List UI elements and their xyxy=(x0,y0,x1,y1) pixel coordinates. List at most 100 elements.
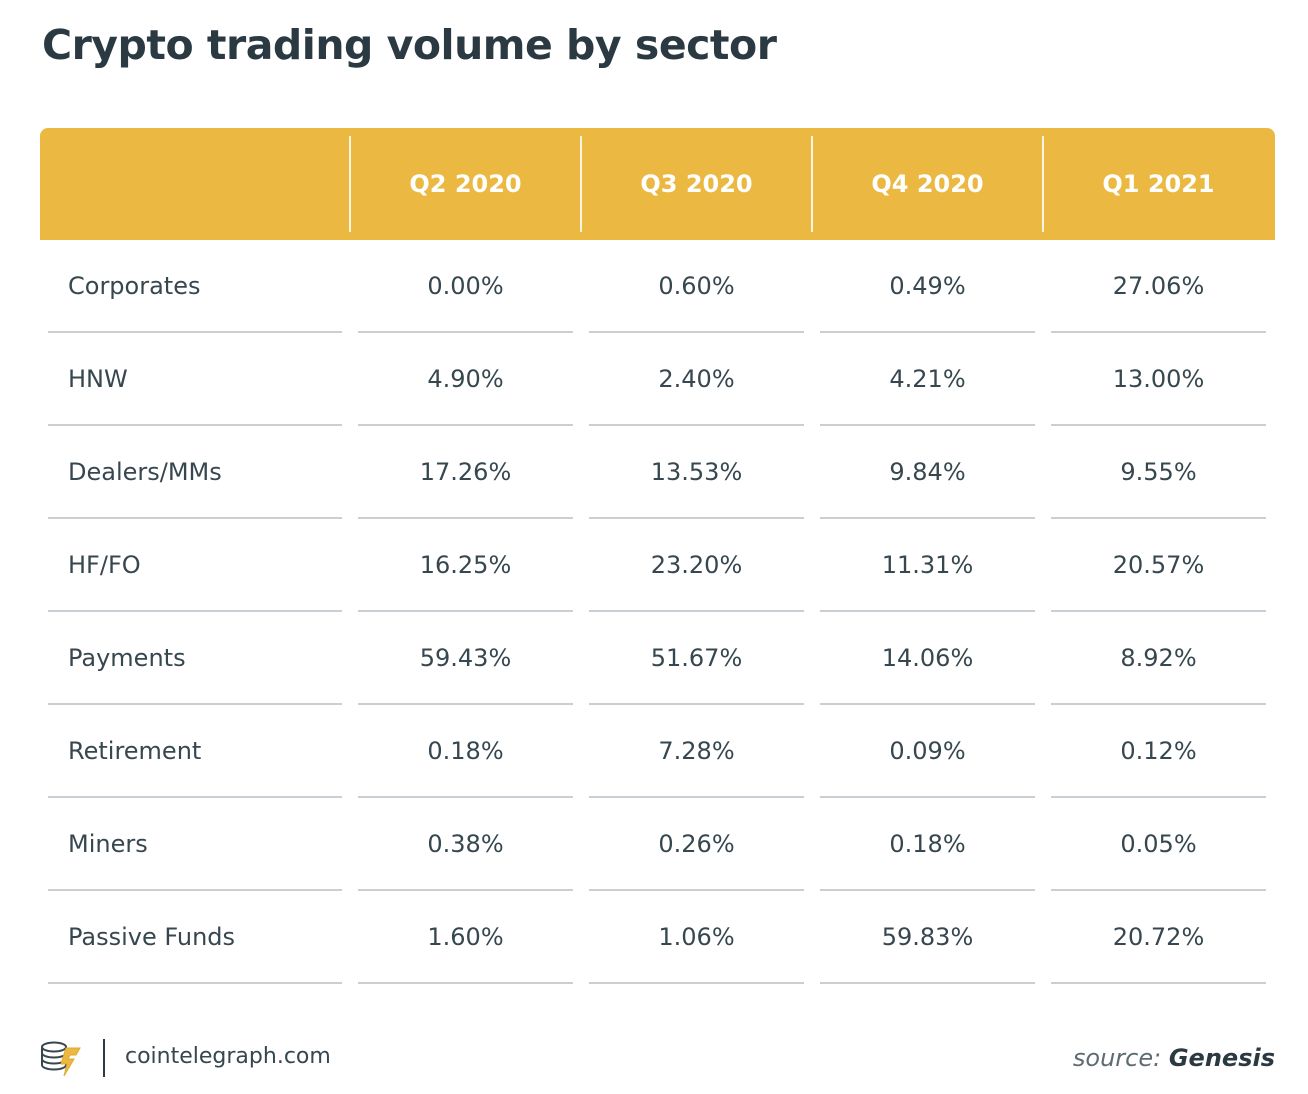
table-cell: 0.18% xyxy=(889,830,966,858)
row-divider xyxy=(358,517,573,519)
table-cell: 59.43% xyxy=(419,644,512,672)
table-cell: 13.53% xyxy=(650,458,743,486)
row-divider xyxy=(820,796,1035,798)
table-cell: 20.72% xyxy=(1112,923,1205,951)
row-divider xyxy=(589,982,804,984)
data-table: Q2 2020 Q3 2020 Q4 2020 Q1 2021 Corporates 0… xyxy=(40,128,1275,984)
table-cell: 27.06% xyxy=(1112,272,1205,300)
table-row: Corporates 0.00% 0.60% 0.49% 27.06% xyxy=(40,240,1275,333)
row-divider xyxy=(48,610,342,612)
row-divider xyxy=(820,610,1035,612)
row-divider xyxy=(48,982,342,984)
table-header: Q2 2020 Q3 2020 Q4 2020 Q1 2021 xyxy=(40,128,1275,240)
table-cell: 2.40% xyxy=(658,365,735,393)
source-name: Genesis xyxy=(1168,1044,1275,1072)
table-row: Passive Funds 1.60% 1.06% 59.83% 20.72% xyxy=(40,891,1275,984)
table-cell: 17.26% xyxy=(419,458,512,486)
header-separator xyxy=(580,136,582,232)
table-cell: 8.92% xyxy=(1120,644,1197,672)
row-divider xyxy=(358,889,573,891)
row-label: Corporates xyxy=(68,272,201,300)
row-divider xyxy=(1051,424,1266,426)
row-label: Payments xyxy=(68,644,186,672)
source-credit: source: Genesis xyxy=(1073,1040,1275,1076)
row-divider xyxy=(358,982,573,984)
table-cell: 11.31% xyxy=(881,551,974,579)
row-divider xyxy=(358,424,573,426)
row-divider xyxy=(589,610,804,612)
row-divider xyxy=(1051,982,1266,984)
row-label: Miners xyxy=(68,830,148,858)
row-divider xyxy=(48,517,342,519)
row-label: Dealers/MMs xyxy=(68,458,222,486)
table-cell: 51.67% xyxy=(650,644,743,672)
table-cell: 0.09% xyxy=(889,737,966,765)
source-label: source: xyxy=(1072,1044,1169,1072)
row-divider xyxy=(820,424,1035,426)
table-cell: 9.84% xyxy=(889,458,966,486)
table-row: Retirement 0.18% 7.28% 0.09% 0.12% xyxy=(40,705,1275,798)
table-row: Payments 59.43% 51.67% 14.06% 8.92% xyxy=(40,612,1275,705)
table-cell: 0.12% xyxy=(1120,737,1197,765)
row-divider xyxy=(48,331,342,333)
table-cell: 0.18% xyxy=(427,737,504,765)
cointelegraph-logo-icon xyxy=(41,1041,81,1077)
table-row: HF/FO 16.25% 23.20% 11.31% 20.57% xyxy=(40,519,1275,612)
row-divider xyxy=(589,331,804,333)
column-header: Q4 2020 xyxy=(871,170,984,198)
table-cell: 13.00% xyxy=(1112,365,1205,393)
row-divider xyxy=(1051,517,1266,519)
row-divider xyxy=(820,703,1035,705)
row-divider xyxy=(589,889,804,891)
table-cell: 0.38% xyxy=(427,830,504,858)
row-divider xyxy=(589,517,804,519)
row-label: Retirement xyxy=(68,737,202,765)
row-divider xyxy=(1051,703,1266,705)
table-cell: 16.25% xyxy=(419,551,512,579)
table-cell: 59.83% xyxy=(881,923,974,951)
table-cell: 23.20% xyxy=(650,551,743,579)
row-divider xyxy=(589,796,804,798)
table-row: HNW 4.90% 2.40% 4.21% 13.00% xyxy=(40,333,1275,426)
row-divider xyxy=(1051,331,1266,333)
table-row: Miners 0.38% 0.26% 0.18% 0.05% xyxy=(40,798,1275,891)
table-cell: 0.49% xyxy=(889,272,966,300)
table-cell: 20.57% xyxy=(1112,551,1205,579)
header-separator xyxy=(1042,136,1044,232)
table-row: Dealers/MMs 17.26% 13.53% 9.84% 9.55% xyxy=(40,426,1275,519)
site-name: cointelegraph.com xyxy=(125,1044,331,1069)
row-divider xyxy=(820,889,1035,891)
row-label: Passive Funds xyxy=(68,923,236,951)
table-cell: 4.90% xyxy=(427,365,504,393)
footer-divider xyxy=(103,1039,105,1077)
table-cell: 0.00% xyxy=(427,272,504,300)
header-separator xyxy=(811,136,813,232)
row-divider xyxy=(1051,610,1266,612)
table-cell: 1.06% xyxy=(658,923,735,951)
table-cell: 0.60% xyxy=(658,272,735,300)
row-label: HNW xyxy=(68,365,128,393)
row-divider xyxy=(358,703,573,705)
row-divider xyxy=(820,331,1035,333)
table-cell: 1.60% xyxy=(427,923,504,951)
row-divider xyxy=(820,982,1035,984)
table-cell: 0.26% xyxy=(658,830,735,858)
table-cell: 0.05% xyxy=(1120,830,1197,858)
row-divider xyxy=(48,703,342,705)
row-divider xyxy=(358,331,573,333)
table-cell: 9.55% xyxy=(1120,458,1197,486)
footer: cointelegraph.com source: Genesis xyxy=(40,1030,1275,1086)
chart-title: Crypto trading volume by sector xyxy=(42,21,777,69)
table-cell: 4.21% xyxy=(889,365,966,393)
row-divider xyxy=(48,889,342,891)
table-cell: 7.28% xyxy=(658,737,735,765)
row-divider xyxy=(358,796,573,798)
row-divider xyxy=(1051,889,1266,891)
table-cell: 14.06% xyxy=(881,644,974,672)
row-divider xyxy=(1051,796,1266,798)
row-divider xyxy=(48,424,342,426)
column-header: Q1 2021 xyxy=(1102,170,1215,198)
row-divider xyxy=(589,424,804,426)
column-header: Q2 2020 xyxy=(409,170,522,198)
row-divider xyxy=(589,703,804,705)
